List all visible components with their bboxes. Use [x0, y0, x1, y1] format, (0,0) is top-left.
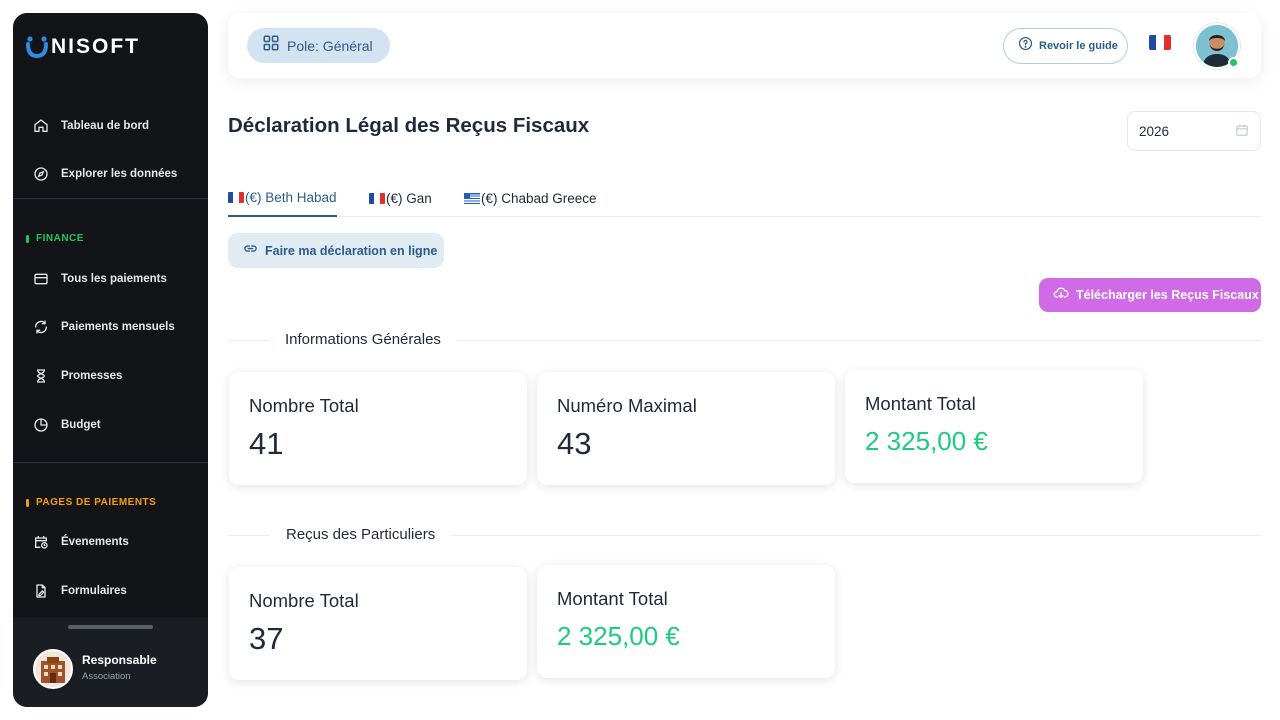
section-divider	[228, 340, 1261, 341]
card-individual-count: Nombre Total 37	[229, 567, 527, 680]
sidebar-item-explore[interactable]: Explorer les données	[32, 163, 177, 185]
card-total-count: Nombre Total 41	[229, 372, 527, 485]
card-label: Montant Total	[865, 393, 976, 414]
general-info-title: Informations Générales	[269, 331, 457, 348]
language-flag-fr-icon[interactable]	[1149, 35, 1171, 50]
card-value: 2 325,00 €	[557, 621, 680, 651]
card-label: Nombre Total	[249, 395, 359, 416]
tab-label: (€) Chabad Greece	[481, 191, 597, 206]
association-tabs: (€) Beth Habad (€) Gan (€) Chabad Greece	[228, 180, 1261, 217]
sidebar-item-label: Tableau de bord	[61, 120, 149, 132]
individual-receipts-title: Reçus des Particuliers	[270, 526, 452, 543]
flag-fr-icon	[228, 192, 244, 203]
tab-beth-habad[interactable]: (€) Beth Habad	[228, 180, 337, 217]
sidebar-item-label: Tous les paiements	[61, 273, 167, 285]
sidebar-divider	[13, 198, 208, 199]
online-declaration-label: Faire ma déclaration en ligne	[265, 243, 438, 258]
credit-card-icon	[32, 270, 50, 288]
year-value: 2026	[1139, 123, 1170, 139]
card-value: 41	[249, 426, 284, 461]
guide-button[interactable]: Revoir le guide	[1003, 28, 1128, 64]
calendar-clock-icon	[32, 533, 50, 551]
calendar-icon	[1235, 123, 1249, 140]
section-title: PAGES DE PAIEMENTS	[36, 497, 157, 508]
hourglass-icon	[32, 367, 50, 385]
card-label: Montant Total	[557, 588, 668, 609]
logo-mark-icon	[25, 35, 49, 59]
download-receipts-label: Télécharger les Reçus Fiscaux	[1076, 288, 1259, 302]
association-avatar	[33, 649, 73, 689]
card-value: 37	[249, 621, 284, 656]
card-value: 43	[557, 426, 592, 461]
guide-label: Revoir le guide	[1039, 40, 1118, 52]
card-total-amount: Montant Total 2 325,00 €	[845, 370, 1143, 483]
profile-name: Responsable	[82, 653, 157, 667]
card-max-number: Numéro Maximal 43	[537, 372, 835, 485]
grid-icon	[262, 34, 280, 57]
pole-selector-button[interactable]: Pole: Général	[247, 28, 390, 63]
tab-gan[interactable]: (€) Gan	[369, 180, 432, 217]
online-status-dot	[1228, 57, 1239, 68]
link-icon	[243, 241, 258, 261]
card-individual-amount: Montant Total 2 325,00 €	[537, 565, 835, 678]
tab-label: (€) Beth Habad	[245, 190, 337, 205]
sidebar-item-label: Promesses	[61, 370, 123, 382]
page-title: Déclaration Légal des Reçus Fiscaux	[228, 114, 590, 137]
tab-label: (€) Gan	[386, 191, 432, 206]
section-divider	[228, 535, 1261, 536]
sidebar-scrollbar[interactable]	[68, 625, 153, 629]
online-declaration-button[interactable]: Faire ma déclaration en ligne	[228, 233, 444, 268]
section-title: FINANCE	[36, 233, 84, 244]
sidebar-item-label: Évenements	[61, 536, 129, 548]
section-marker	[26, 234, 29, 243]
card-label: Numéro Maximal	[557, 395, 697, 416]
pie-chart-icon	[32, 416, 50, 434]
cloud-download-icon	[1053, 285, 1069, 306]
home-icon	[32, 117, 50, 135]
section-marker	[26, 498, 29, 507]
tab-chabad-greece[interactable]: (€) Chabad Greece	[464, 180, 597, 217]
top-header: Pole: Général Revoir le guide	[228, 13, 1261, 78]
flag-fr-icon	[369, 193, 385, 204]
sidebar-item-dashboard[interactable]: Tableau de bord	[32, 115, 149, 137]
card-value: 2 325,00 €	[865, 426, 988, 456]
profile-role: Association	[82, 671, 131, 682]
pole-label: Pole: Général	[287, 37, 373, 54]
sidebar-item-label: Budget	[61, 419, 101, 431]
download-receipts-button[interactable]: Télécharger les Reçus Fiscaux	[1039, 278, 1261, 312]
sidebar-item-events[interactable]: Évenements	[32, 531, 129, 553]
refresh-icon	[32, 318, 50, 336]
sidebar-item-label: Explorer les données	[61, 168, 178, 180]
brand-logo[interactable]: NISOFT	[25, 35, 140, 59]
file-edit-icon	[32, 582, 50, 600]
sidebar-item-monthly-payments[interactable]: Paiements mensuels	[32, 316, 175, 338]
sidebar: NISOFT Tableau de bord Explorer les donn…	[13, 13, 208, 707]
brand-name: NISOFT	[51, 35, 140, 58]
sidebar-divider	[13, 462, 208, 463]
year-picker[interactable]: 2026	[1127, 111, 1261, 151]
card-label: Nombre Total	[249, 590, 359, 611]
sidebar-profile[interactable]: Responsable Association	[13, 617, 208, 707]
sidebar-item-all-payments[interactable]: Tous les paiements	[32, 268, 167, 290]
sidebar-item-forms[interactable]: Formulaires	[32, 580, 127, 602]
sidebar-item-label: Paiements mensuels	[61, 321, 175, 333]
sidebar-item-label: Formulaires	[61, 585, 127, 597]
flag-gr-icon	[464, 193, 480, 204]
section-payment-pages: PAGES DE PAIEMENTS	[26, 497, 156, 508]
sidebar-item-budget[interactable]: Budget	[32, 414, 101, 436]
compass-icon	[32, 165, 50, 183]
section-finance: FINANCE	[26, 233, 84, 244]
help-circle-icon	[1018, 36, 1033, 56]
sidebar-item-promises[interactable]: Promesses	[32, 365, 122, 387]
